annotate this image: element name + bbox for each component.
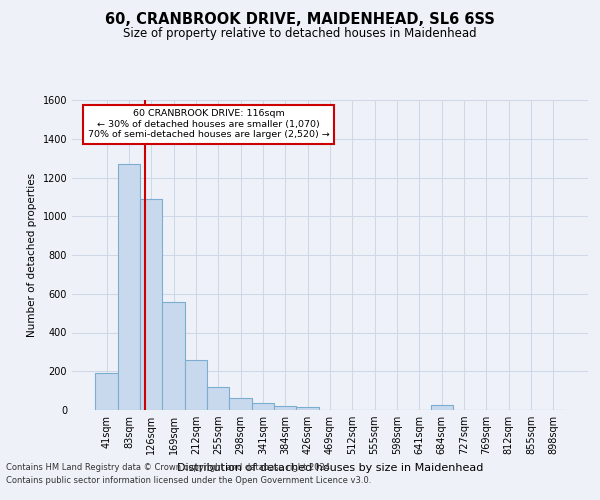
- Text: Contains public sector information licensed under the Open Government Licence v3: Contains public sector information licen…: [6, 476, 371, 485]
- Bar: [118, 164, 140, 410]
- Bar: [185, 360, 207, 410]
- X-axis label: Distribution of detached houses by size in Maidenhead: Distribution of detached houses by size …: [177, 462, 483, 472]
- Bar: [229, 398, 252, 410]
- Text: Contains HM Land Registry data © Crown copyright and database right 2024.: Contains HM Land Registry data © Crown c…: [6, 464, 332, 472]
- Text: 60, CRANBROOK DRIVE, MAIDENHEAD, SL6 6SS: 60, CRANBROOK DRIVE, MAIDENHEAD, SL6 6SS: [105, 12, 495, 28]
- Y-axis label: Number of detached properties: Number of detached properties: [27, 173, 37, 337]
- Text: Size of property relative to detached houses in Maidenhead: Size of property relative to detached ho…: [123, 28, 477, 40]
- Bar: [252, 403, 274, 410]
- Bar: [431, 405, 453, 410]
- Bar: [95, 373, 118, 410]
- Bar: [207, 387, 229, 410]
- Bar: [163, 302, 185, 410]
- Text: 60 CRANBROOK DRIVE: 116sqm
← 30% of detached houses are smaller (1,070)
70% of s: 60 CRANBROOK DRIVE: 116sqm ← 30% of deta…: [88, 110, 329, 139]
- Bar: [296, 407, 319, 410]
- Bar: [274, 406, 296, 410]
- Bar: [140, 199, 163, 410]
